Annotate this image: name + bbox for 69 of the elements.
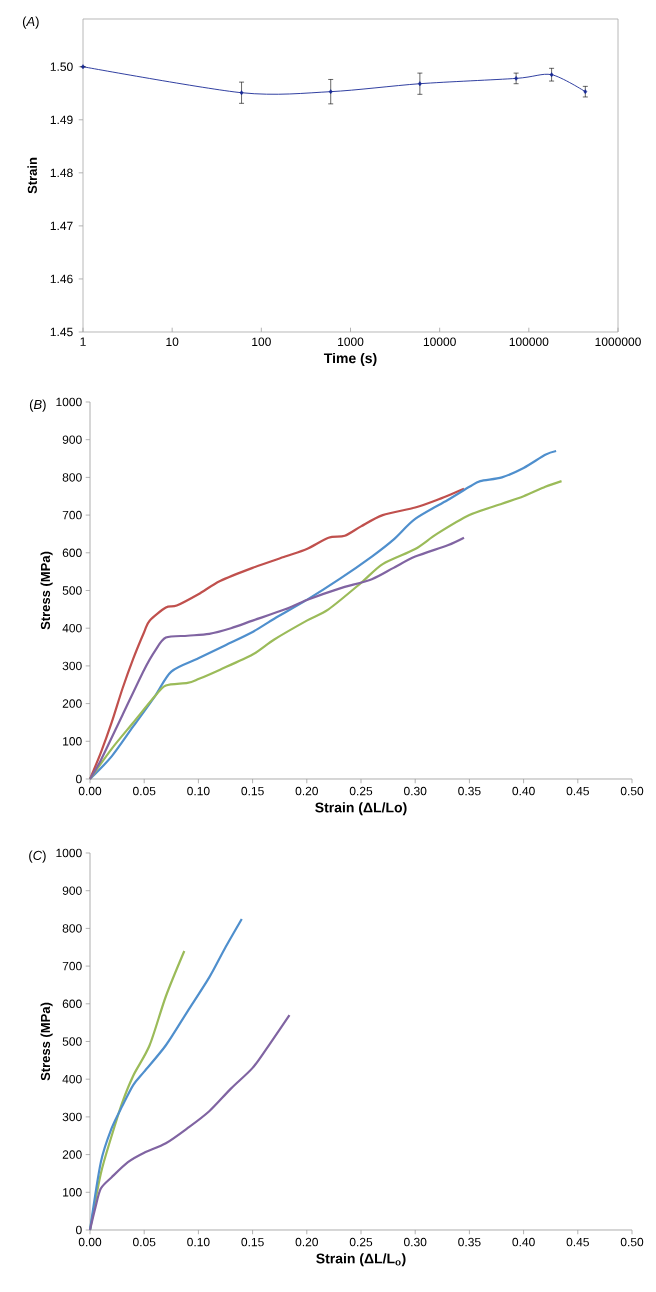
x-tick-label: 1 — [80, 337, 86, 346]
x-axis-title: Strain (ΔL/L$_{o}$) — [316, 1253, 406, 1267]
x-tick-label: 10 — [166, 337, 179, 347]
y-tick-label: 1000 — [56, 848, 82, 858]
x-axis-title: Strain (ΔL/Lo) — [315, 802, 407, 816]
x-axis-title: Time (s) — [323, 352, 377, 366]
chart-title: (A) — [22, 16, 39, 29]
line-series — [88, 1014, 291, 1232]
y-tick-label: 0 — [75, 774, 82, 784]
y-axis-title: Stress (MPa) — [40, 1002, 53, 1081]
y-tick-label: 0 — [75, 1225, 82, 1235]
chart-title: (B) — [29, 399, 46, 412]
y-tick-label: 200 — [62, 1150, 82, 1159]
y-tick-label: 500 — [62, 1037, 82, 1046]
x-tick-label: 0.45 — [566, 786, 589, 796]
y-axis-title: Strain — [27, 157, 37, 194]
x-tick-label: 0.10 — [187, 1237, 210, 1247]
y-tick-label: 1.47 — [50, 221, 73, 231]
x-tick-label: 0.50 — [620, 1237, 644, 1247]
y-tick-label: 200 — [62, 699, 82, 708]
y-tick-label: 300 — [62, 661, 82, 671]
x-tick-label: 0.15 — [241, 1237, 264, 1247]
x-tick-label: 0.35 — [458, 1237, 481, 1247]
y-tick-label: 900 — [62, 886, 82, 895]
y-tick-label: 1.48 — [50, 168, 73, 178]
x-tick-label: 0.25 — [349, 786, 373, 796]
x-tick-label: 1000000 — [595, 337, 641, 347]
x-tick-label: 0.00 — [78, 1237, 102, 1247]
x-tick-label: 0.30 — [404, 786, 427, 796]
y-tick-label: 1.46 — [50, 274, 73, 284]
x-tick-label: 0.25 — [349, 1237, 373, 1247]
x-tick-label: 0.35 — [458, 786, 481, 796]
x-tick-label: 0.40 — [512, 786, 535, 796]
y-tick-label: 800 — [62, 924, 82, 933]
y-tick-label: 900 — [62, 435, 82, 444]
y-tick-label: 700 — [62, 510, 82, 520]
y-tick-label: 400 — [62, 623, 82, 633]
x-tick-label: 10000 — [423, 337, 456, 347]
x-tick-label: 1000 — [338, 337, 364, 347]
x-tick-label: 0.30 — [404, 1237, 427, 1247]
y-tick-label: 300 — [62, 1112, 82, 1122]
x-tick-label: 0.45 — [566, 1237, 589, 1247]
x-tick-label: 100 — [252, 337, 271, 347]
y-tick-label: 800 — [62, 473, 82, 482]
y-tick-label: 600 — [62, 548, 82, 558]
y-tick-label: 1.49 — [50, 115, 73, 125]
x-tick-label: 0.20 — [295, 786, 319, 796]
y-tick-label: 600 — [62, 999, 82, 1009]
y-tick-label: 700 — [62, 961, 82, 971]
y-tick-label: 500 — [62, 586, 82, 595]
x-tick-label: 0.50 — [620, 786, 644, 796]
y-axis-title: Stress (MPa) — [40, 551, 53, 630]
x-tick-label: 0.15 — [241, 786, 264, 796]
y-tick-label: 1000 — [56, 397, 82, 407]
line-series — [88, 536, 466, 781]
y-tick-label: 100 — [63, 1188, 82, 1197]
x-tick-label: 0.20 — [295, 1237, 319, 1247]
x-tick-label: 0.05 — [132, 786, 156, 796]
y-tick-label: 1.45 — [50, 327, 73, 337]
y-tick-label: 400 — [62, 1074, 82, 1084]
x-tick-label: 0.00 — [78, 786, 102, 796]
y-tick-label: 100 — [63, 737, 82, 746]
chart-title: (C) — [29, 850, 46, 863]
y-tick-label: 1.50 — [50, 62, 73, 71]
x-tick-label: 0.40 — [512, 1237, 535, 1247]
x-tick-label: 100000 — [509, 337, 549, 347]
line-series — [88, 487, 466, 781]
x-tick-label: 0.10 — [187, 786, 210, 796]
x-tick-label: 0.05 — [132, 1237, 156, 1247]
